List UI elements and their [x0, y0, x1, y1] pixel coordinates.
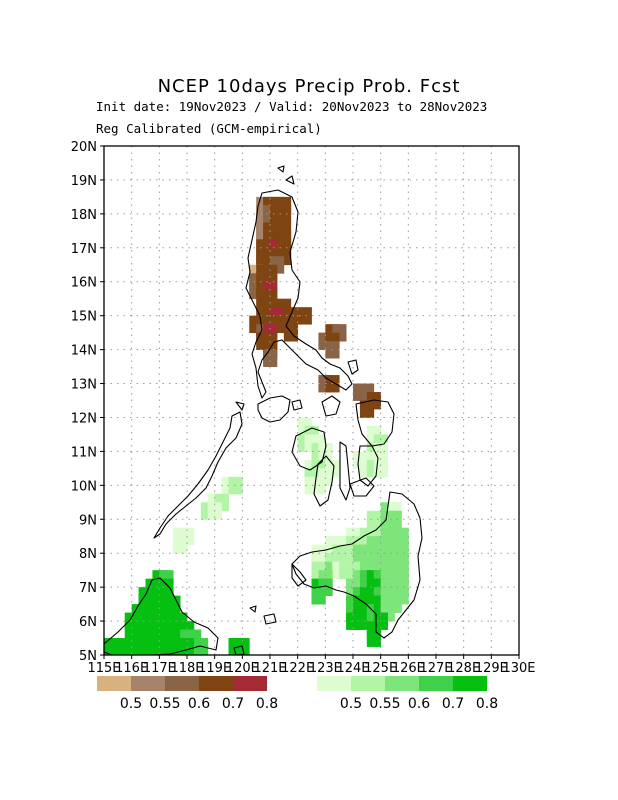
palawan-coast [153, 411, 243, 539]
lat-label: 19N [71, 174, 97, 189]
dry-legend-swatch [97, 676, 131, 691]
wet-legend-swatch [351, 676, 385, 691]
lon-label: 127E [419, 661, 452, 676]
dry-prob-cell [359, 400, 375, 418]
dry-legend-label: 0.5 [120, 696, 142, 712]
probability-cells [104, 196, 409, 656]
wet-prob-cell [387, 510, 402, 529]
dry-prob-cell [283, 307, 299, 325]
mindoro-coast [257, 395, 291, 423]
wet-prob-cell [228, 476, 243, 495]
lat-label: 18N [71, 208, 97, 223]
wet-legend-swatch [317, 676, 351, 691]
samar-coast [355, 399, 395, 447]
wet-legend-swatch [385, 676, 419, 691]
lon-label: 124E [336, 661, 369, 676]
wet-prob-cell [339, 561, 354, 580]
dry-prob-cell [263, 290, 278, 308]
dry-legend-swatch [131, 676, 165, 691]
lon-label: 120E [226, 661, 259, 676]
dry-legend-label: 0.55 [149, 696, 180, 712]
init-valid-dates: Init date: 19Nov2023 / Valid: 20Nov2023 … [96, 99, 488, 114]
dry-legend-swatch [199, 676, 233, 691]
lon-label: 122E [281, 661, 314, 676]
catanduanes-coast [347, 359, 359, 375]
map-title: NCEP 10days Precip Prob. Fcst [157, 76, 461, 97]
wet-prob-cell [366, 629, 382, 647]
lat-label: 7N [79, 581, 97, 596]
marinduque-coast [291, 399, 303, 411]
lon-label: 123E [309, 661, 342, 676]
negros-coast [313, 455, 335, 507]
lat-label: 8N [79, 547, 97, 562]
wet-legend-label: 0.7 [442, 696, 464, 712]
lat-label: 20N [71, 140, 97, 155]
wet-legend-swatch [419, 676, 453, 691]
color-legend: 0.5 0.55 0.6 0.7 0.8 0.5 0.55 0.6 0.7 0.8 [97, 676, 498, 712]
mindanao-coast [291, 491, 423, 639]
leyte-coast [357, 445, 379, 487]
dry-legend-swatch [233, 676, 267, 691]
longitude-labels: 115E116E117E118E119E120E121E122E123E124E… [87, 655, 536, 676]
lat-label: 6N [79, 615, 97, 630]
wet-prob-cell [353, 612, 368, 630]
lat-label: 12N [71, 411, 97, 426]
lat-label: 14N [71, 344, 97, 359]
masbate-coast [321, 395, 341, 417]
panay-coast [291, 427, 327, 471]
calibration-method: Reg Calibrated (GCM-empirical) [96, 121, 322, 136]
lon-label: 130E [502, 661, 535, 676]
lon-label: 121E [253, 661, 286, 676]
dry-prob-cell [263, 349, 278, 367]
coastline [103, 165, 423, 656]
luzon-coast [245, 189, 353, 399]
lat-label: 5N [79, 649, 97, 664]
small-islands [233, 165, 295, 656]
wet-legend-label: 0.5 [340, 696, 362, 712]
lat-lon-grid [104, 146, 519, 655]
cebu-coast [339, 441, 351, 501]
map-frame [103, 145, 520, 656]
lon-label: 126E [392, 661, 425, 676]
wet-prob-cell [173, 536, 188, 554]
wet-legend-label: 0.8 [476, 696, 498, 712]
lon-label: 119E [198, 661, 231, 676]
wet-prob-cell [104, 638, 119, 656]
lon-label: 129E [475, 661, 508, 676]
lat-label: 17N [71, 242, 97, 257]
wet-legend-label: 0.55 [369, 696, 400, 712]
dry-prob-cell [297, 307, 312, 325]
lon-label: 117E [143, 661, 176, 676]
wet-legend-label: 0.6 [408, 696, 430, 712]
lat-label: 11N [71, 445, 97, 460]
lat-label: 9N [79, 513, 97, 528]
lat-label: 13N [71, 378, 97, 393]
wet-legend-swatch [453, 676, 487, 691]
lat-label: 10N [71, 479, 97, 494]
lon-label: 118E [170, 661, 203, 676]
dry-legend-label: 0.6 [188, 696, 210, 712]
lon-label: 116E [115, 661, 148, 676]
lat-label: 15N [71, 310, 97, 325]
dry-legend-label: 0.8 [256, 696, 278, 712]
dry-legend-label: 0.7 [222, 696, 244, 712]
wet-prob-cell [311, 587, 326, 605]
zamboanga-coast [291, 563, 307, 587]
lon-label: 115E [87, 661, 120, 676]
latitude-labels: 5N 6N 7N 8N 9N 10N 11N 12N 13N 14N 15N 16N 17N 18N 19N… [71, 140, 104, 664]
lat-label: 16N [71, 276, 97, 291]
lon-label: 128E [447, 661, 480, 676]
basilan-coast [263, 613, 277, 625]
bohol-coast [349, 477, 375, 497]
dry-legend-swatch [165, 676, 199, 691]
lon-label: 125E [364, 661, 397, 676]
